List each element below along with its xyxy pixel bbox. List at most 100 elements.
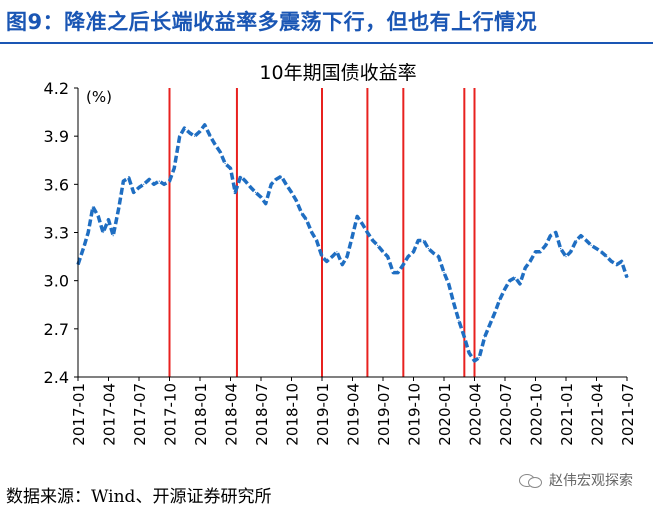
data-point: [488, 325, 490, 327]
data-point: [610, 260, 613, 262]
data-point: [168, 180, 171, 182]
data-point: [229, 167, 232, 169]
y-tick-label: 2.4: [44, 368, 69, 387]
y-tick-label: 3.0: [44, 272, 69, 291]
data-point: [484, 336, 486, 338]
x-tick-label: 2017-01: [70, 383, 88, 446]
data-point: [305, 219, 307, 221]
rrr-cut-markers: [168, 88, 476, 377]
data-point: [265, 203, 267, 205]
data-point: [580, 235, 582, 237]
data-point: [560, 248, 562, 250]
data-point: [529, 260, 531, 262]
data-point: [240, 175, 242, 177]
watermark: 赵伟宏观探索: [519, 470, 633, 490]
y-tick-label: 3.6: [44, 175, 69, 194]
x-tick-label: 2019-07: [375, 383, 393, 446]
data-point: [545, 244, 547, 246]
data-point: [83, 244, 85, 246]
data-point: [509, 280, 511, 282]
data-point: [194, 135, 196, 137]
data-point: [590, 244, 592, 246]
data-point: [153, 183, 155, 185]
x-tick-label: 2017-04: [101, 383, 119, 446]
data-point: [606, 256, 608, 258]
data-point: [255, 191, 257, 193]
data-point: [392, 272, 394, 274]
data-point: [595, 248, 598, 250]
data-point: [423, 239, 425, 242]
x-tick-label: 2020-04: [467, 383, 485, 446]
x-tick-label: 2018-10: [284, 383, 302, 446]
figure-title: 图9：降准之后长端收益率多震荡下行，但也有上行情况: [6, 10, 538, 34]
data-point: [143, 183, 145, 185]
data-point: [128, 177, 130, 179]
data-point: [316, 239, 318, 242]
data-point: [468, 352, 470, 354]
chart-title: 10年期国债收益率: [259, 62, 416, 84]
data-point: [346, 256, 348, 258]
data-point: [504, 288, 506, 290]
data-point: [301, 212, 303, 214]
x-tick-label: 2017-07: [131, 383, 149, 446]
data-point: [539, 251, 541, 253]
data-point: [407, 256, 409, 258]
unit-label: (%): [86, 88, 112, 106]
data-point: [87, 231, 89, 234]
data-point: [326, 260, 328, 262]
data-point: [473, 360, 476, 362]
x-tick-label: 2020-07: [497, 383, 515, 446]
data-point: [372, 239, 374, 242]
data-point: [295, 199, 297, 201]
data-point: [224, 162, 226, 165]
data-point: [600, 251, 602, 253]
series-group: [76, 123, 629, 363]
data-point: [362, 223, 364, 226]
data-point: [321, 256, 323, 258]
data-point: [555, 231, 557, 234]
data-point: [438, 256, 440, 258]
data-point: [412, 251, 415, 253]
data-point: [387, 256, 389, 258]
data-point: [290, 191, 293, 193]
data-point: [209, 135, 211, 137]
data-point: [234, 191, 236, 193]
data-point: [173, 167, 175, 169]
data-point: [341, 264, 343, 266]
data-point: [534, 251, 537, 253]
x-tick-label: 2017-10: [162, 383, 180, 446]
data-point: [377, 244, 379, 246]
data-point: [148, 178, 150, 181]
data-point: [183, 127, 185, 129]
x-tick-label: 2018-07: [253, 383, 271, 446]
data-point: [351, 235, 354, 237]
x-tick-label: 2021-04: [589, 383, 607, 446]
data-point: [356, 215, 358, 217]
data-point: [382, 251, 384, 253]
yield-series-line: [76, 123, 629, 363]
data-point: [199, 130, 201, 132]
data-point: [519, 283, 521, 285]
x-tick-label: 2021-01: [558, 383, 576, 446]
data-point: [616, 264, 618, 266]
y-tick-label: 3.9: [44, 127, 69, 146]
data-point: [219, 151, 221, 153]
title-underline: [0, 42, 653, 44]
data-point: [417, 239, 419, 242]
x-tick-label: 2018-04: [223, 383, 241, 446]
x-tick-label: 2021-07: [619, 383, 637, 446]
data-point: [331, 256, 333, 258]
source-note: 数据来源：Wind、开源证券研究所: [6, 487, 272, 507]
data-point: [280, 175, 282, 177]
x-tick-label: 2019-04: [345, 383, 363, 446]
data-point: [163, 183, 165, 185]
data-point: [270, 183, 272, 185]
data-point: [427, 248, 429, 250]
x-tick-label: 2020-01: [436, 383, 454, 446]
data-point: [549, 235, 552, 237]
data-point: [366, 231, 368, 234]
watermark-text: 赵伟宏观探索: [549, 473, 633, 489]
data-point: [448, 283, 450, 285]
data-point: [133, 191, 135, 193]
